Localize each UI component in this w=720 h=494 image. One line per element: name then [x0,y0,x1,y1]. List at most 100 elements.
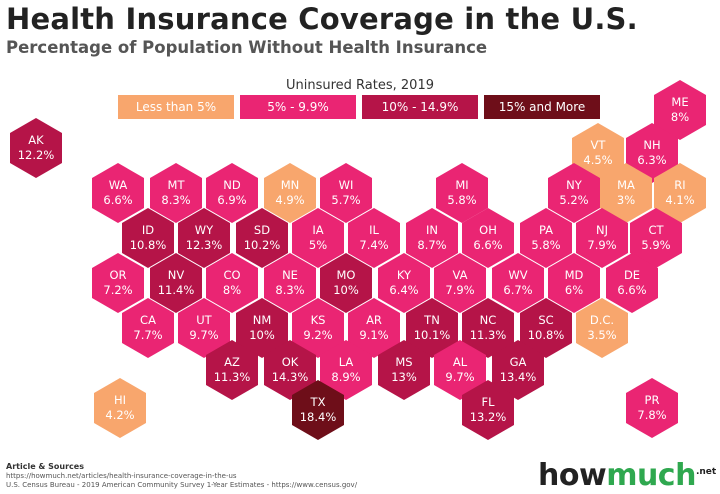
state-abbr: CT [648,223,664,237]
state-abbr: OK [281,355,299,369]
state-abbr: ME [671,95,689,109]
state-abbr: TN [424,313,440,327]
state-rate: 4.9% [275,193,305,207]
state-abbr: PR [644,393,660,407]
state-abbr: NV [167,268,185,282]
state-abbr: IN [426,223,438,237]
state-hex-ma: MA 3% [600,163,652,223]
state-rate: 9.1% [359,328,389,342]
state-rate: 5% [308,238,328,252]
state-rate: 10.2% [243,238,281,252]
state-hex-id: ID 10.8% [122,208,174,268]
state-abbr: MD [564,268,584,282]
state-rate: 10% [333,283,359,297]
state-abbr: D.C. [589,313,615,327]
state-rate: 11.4% [157,283,195,297]
state-abbr: SC [538,313,554,327]
state-abbr: MO [336,268,356,282]
state-abbr: IA [312,223,324,237]
state-abbr: LA [338,355,354,369]
state-abbr: FL [481,395,495,409]
state-abbr: NC [479,313,497,327]
state-rate: 18.4% [299,410,337,424]
state-hex-nd: ND 6.9% [206,163,258,223]
state-abbr: ND [223,178,241,192]
state-rate: 6.6% [103,193,133,207]
state-abbr: MT [167,178,185,192]
state-abbr: MS [395,355,413,369]
state-hex-md: MD 6% [548,253,600,313]
state-rate: 3% [616,193,636,207]
state-rate: 9.7% [189,328,219,342]
state-abbr: AZ [224,355,240,369]
state-rate: 8.9% [331,370,361,384]
state-rate: 4.5% [583,153,613,167]
state-abbr: CA [140,313,156,327]
state-abbr: TX [310,395,326,409]
state-hex-ca: CA 7.7% [122,298,174,358]
state-hex-nv: NV 11.4% [150,253,202,313]
state-rate: 11.3% [469,328,507,342]
state-rate: 10.8% [129,238,167,252]
legend-title: Uninsured Rates, 2019 [286,78,434,93]
state-rate: 7.4% [359,238,389,252]
state-hex-ct: CT 5.9% [630,208,682,268]
state-hex-de: DE 6.6% [606,253,658,313]
state-rate: 6.7% [503,283,533,297]
state-rate: 14.3% [271,370,309,384]
state-hex-nj: NJ 7.9% [576,208,628,268]
howmuch-logo: howmuch.net [538,458,717,493]
state-rate: 4.2% [105,408,135,422]
state-abbr: NY [566,178,582,192]
state-rate: 7.9% [445,283,475,297]
state-abbr: NJ [596,223,608,237]
state-rate: 8.3% [275,283,305,297]
state-rate: 8% [222,283,242,297]
state-abbr: KS [310,313,326,327]
state-rate: 10.1% [413,328,451,342]
state-hex-co: CO 8% [206,253,258,313]
state-hex-wy: WY 12.3% [178,208,230,268]
state-hex-az: AZ 11.3% [206,340,258,400]
map-title: Health Insurance Coverage in the U.S. [6,2,638,36]
legend-item-15-and-more: 15% and More [484,95,600,119]
state-rate: 6.9% [217,193,247,207]
state-abbr: RI [674,178,686,192]
state-hex-wa: WA 6.6% [92,163,144,223]
legend-item-5-to-9-9: 5% - 9.9% [240,95,356,119]
state-abbr: DE [623,268,641,282]
state-abbr: AK [28,133,44,147]
state-rate: 5.7% [331,193,361,207]
state-rate: 10% [249,328,275,342]
state-rate: 7.2% [103,283,133,297]
state-abbr: NM [252,313,272,327]
state-abbr: VA [452,268,468,282]
state-rate: 5.8% [447,193,477,207]
state-abbr: OR [109,268,127,282]
state-rate: 7.9% [587,238,617,252]
state-hex-ny: NY 5.2% [548,163,600,223]
state-hex-mt: MT 8.3% [150,163,202,223]
state-rate: 12.3% [185,238,223,252]
state-rate: 13.2% [469,410,507,424]
state-rate: 5.8% [531,238,561,252]
state-hex-pr: PR 7.8% [626,378,678,438]
legend-item-less-than-5: Less than 5% [118,95,234,119]
state-rate: 10.8% [527,328,565,342]
state-rate: 6.4% [389,283,419,297]
state-rate: 6.3% [637,153,667,167]
state-abbr: UT [196,313,212,327]
state-rate: 7.7% [133,328,163,342]
state-hex-me: ME 8% [654,80,706,140]
state-abbr: SD [253,223,271,237]
state-rate: 5.9% [641,238,671,252]
state-abbr: CO [223,268,241,282]
state-abbr: KY [396,268,412,282]
state-abbr: PA [538,223,554,237]
state-abbr: GA [509,355,527,369]
state-abbr: OH [479,223,497,237]
state-abbr: HI [113,393,127,407]
map-subtitle: Percentage of Population Without Health … [6,38,488,57]
state-rate: 13% [391,370,417,384]
state-rate: 8.7% [417,238,447,252]
